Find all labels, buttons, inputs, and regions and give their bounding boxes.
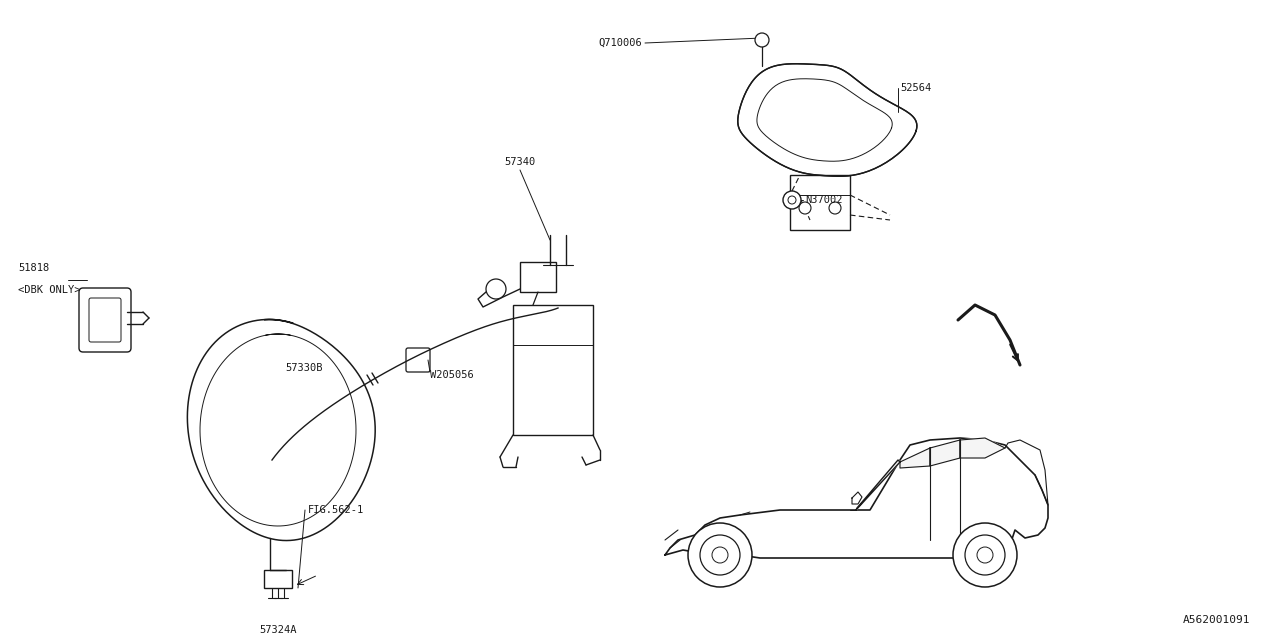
Circle shape — [755, 33, 769, 47]
Circle shape — [977, 547, 993, 563]
Text: 57330B: 57330B — [285, 363, 323, 373]
Circle shape — [486, 279, 506, 299]
Text: W205056: W205056 — [430, 370, 474, 380]
Polygon shape — [666, 438, 1048, 558]
Text: Q710006: Q710006 — [598, 38, 641, 48]
Circle shape — [712, 547, 728, 563]
Circle shape — [965, 535, 1005, 575]
Text: <DBK ONLY>: <DBK ONLY> — [18, 285, 81, 295]
Polygon shape — [960, 438, 1005, 458]
Circle shape — [954, 523, 1018, 587]
Circle shape — [783, 191, 801, 209]
Circle shape — [700, 535, 740, 575]
Circle shape — [689, 523, 753, 587]
Bar — [264, 570, 292, 588]
Circle shape — [799, 202, 812, 214]
Text: FIG.562-1: FIG.562-1 — [308, 505, 365, 515]
Polygon shape — [852, 492, 861, 504]
Text: 52564: 52564 — [900, 83, 932, 93]
Polygon shape — [737, 64, 916, 176]
Polygon shape — [931, 440, 960, 466]
Polygon shape — [856, 460, 900, 510]
Text: 57340: 57340 — [504, 157, 535, 167]
Bar — [513, 305, 593, 435]
Text: 57324A: 57324A — [260, 625, 297, 635]
Circle shape — [829, 202, 841, 214]
Bar — [790, 175, 850, 230]
Text: N37002: N37002 — [805, 195, 842, 205]
Bar — [520, 262, 556, 292]
Text: 51818: 51818 — [18, 263, 49, 273]
Polygon shape — [900, 448, 931, 468]
Text: A562001091: A562001091 — [1183, 615, 1251, 625]
